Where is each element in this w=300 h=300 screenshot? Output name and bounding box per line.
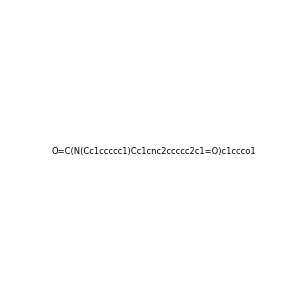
Text: O=C(N(Cc1ccccc1)Cc1cnc2ccccc2c1=O)c1ccco1: O=C(N(Cc1ccccc1)Cc1cnc2ccccc2c1=O)c1ccco… bbox=[51, 147, 256, 156]
